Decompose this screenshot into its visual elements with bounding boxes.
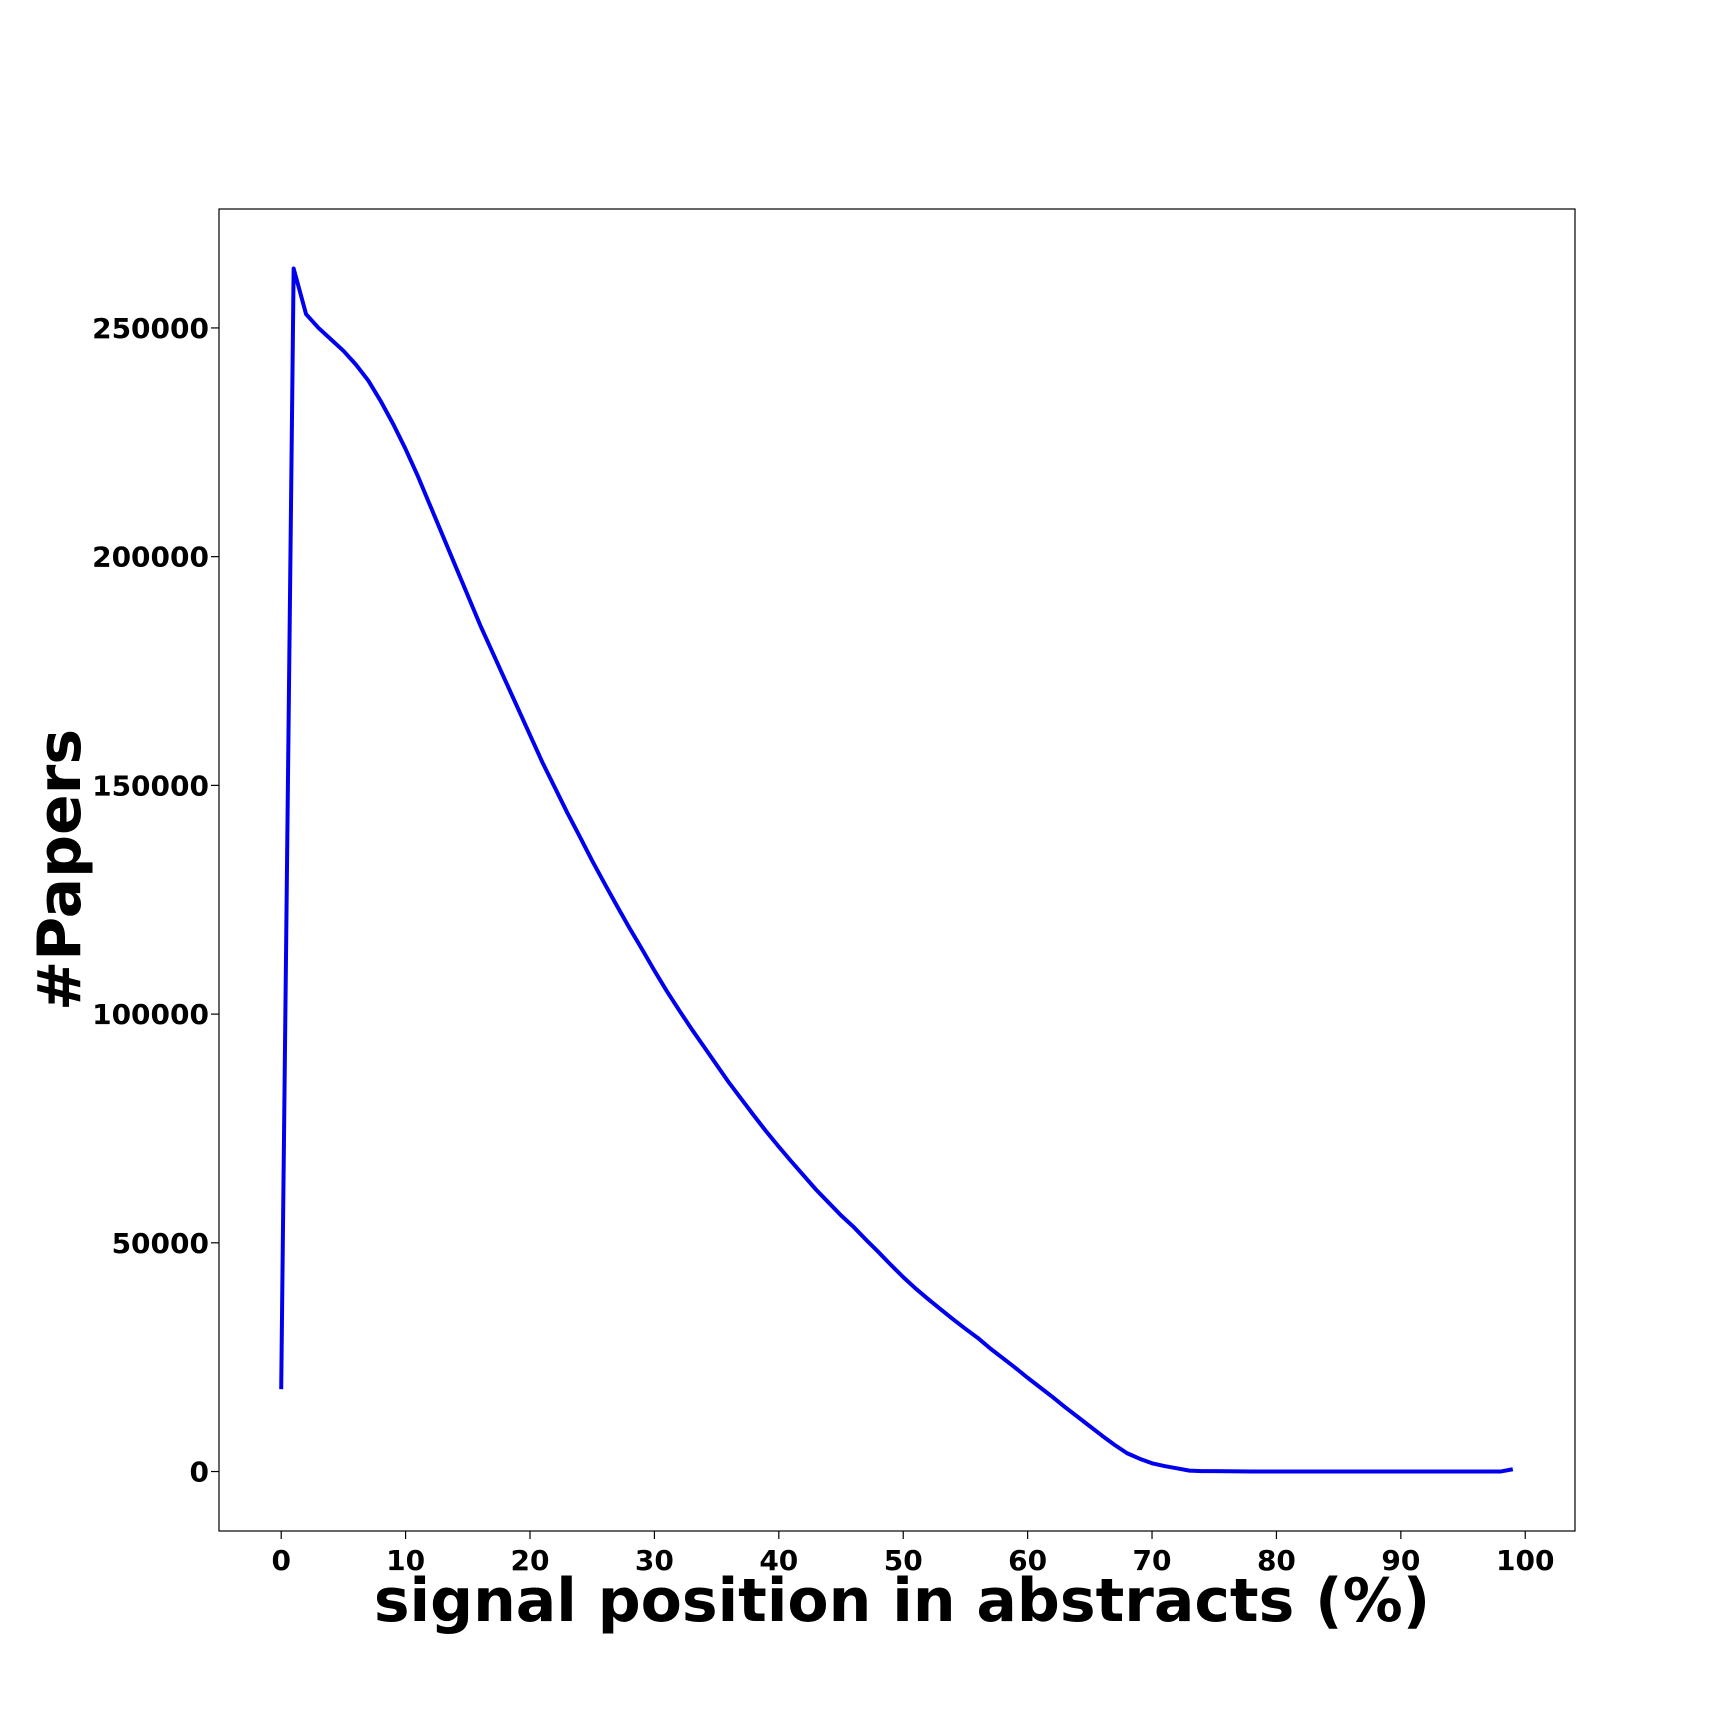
- x-tick-label: 40: [759, 1544, 798, 1577]
- y-tick-label: 250000: [92, 312, 209, 345]
- x-tick-label: 60: [1008, 1544, 1047, 1577]
- series-line: [279, 266, 1514, 1474]
- y-tick-label: 50000: [112, 1227, 209, 1260]
- x-tick-label: 80: [1257, 1544, 1296, 1577]
- y-tick-label: 0: [190, 1456, 209, 1489]
- x-tick-label: 0: [271, 1544, 290, 1577]
- plot-area-frame: [218, 208, 1576, 1532]
- y-tick-label: 200000: [92, 541, 209, 574]
- y-tick-label: 100000: [92, 998, 209, 1031]
- x-tick-label: 30: [635, 1544, 674, 1577]
- x-tick-label: 20: [511, 1544, 550, 1577]
- x-tick-label: 100: [1496, 1544, 1554, 1577]
- y-axis-ticks: 0 50000 100000 150000 200000 250000: [92, 312, 219, 1489]
- y-tick-label: 150000: [92, 769, 209, 802]
- x-axis-ticks: 0 10 20 30 40 50 60 70 80 90 100: [271, 1531, 1554, 1577]
- x-tick-label: 50: [884, 1544, 923, 1577]
- y-axis-title: #Papers: [25, 729, 95, 1011]
- x-tick-label: 10: [386, 1544, 425, 1577]
- x-axis-title: signal position in abstracts (%): [374, 1566, 1430, 1636]
- x-tick-label: 90: [1381, 1544, 1420, 1577]
- x-tick-label: 70: [1133, 1544, 1172, 1577]
